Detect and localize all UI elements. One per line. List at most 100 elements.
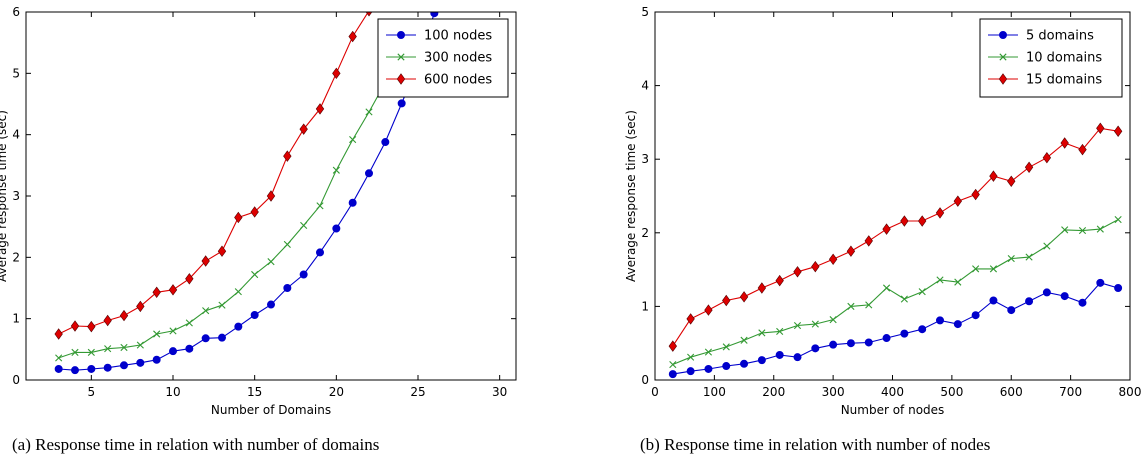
data-point	[136, 341, 144, 349]
data-point	[847, 302, 855, 310]
data-point	[217, 333, 226, 342]
y-tick-label: 4	[12, 128, 20, 142]
data-point	[953, 195, 962, 207]
data-point	[811, 320, 819, 328]
data-point	[87, 348, 95, 356]
data-point	[201, 334, 210, 343]
data-point	[299, 270, 308, 279]
data-point	[1025, 253, 1033, 261]
data-point	[1061, 226, 1069, 234]
data-point	[365, 12, 373, 17]
x-tick-label: 15	[247, 385, 262, 399]
data-point	[757, 356, 766, 365]
data-point	[234, 322, 243, 331]
data-point	[1007, 306, 1016, 315]
x-tick-label: 25	[410, 385, 425, 399]
data-point	[54, 364, 63, 373]
data-point	[332, 224, 341, 233]
data-point	[349, 135, 357, 144]
data-point	[168, 347, 177, 356]
y-tick-label: 1	[12, 312, 20, 326]
data-point	[201, 255, 210, 267]
data-point	[1096, 278, 1105, 287]
data-point	[971, 188, 980, 201]
x-tick-label: 800	[1119, 385, 1142, 399]
series-line	[672, 282, 1119, 375]
legend-marker	[998, 73, 1008, 85]
legend-item-1: 5 domains	[988, 29, 1094, 44]
data-point	[936, 276, 944, 284]
data-point	[185, 319, 193, 327]
data-point	[348, 30, 357, 43]
x-tick-label: 700	[1059, 385, 1082, 399]
data-point	[136, 358, 145, 367]
data-point	[722, 362, 731, 371]
data-point	[1096, 122, 1105, 134]
data-point	[775, 274, 784, 287]
x-tick-label: 20	[329, 385, 344, 399]
data-point	[829, 340, 838, 349]
data-point	[811, 344, 820, 353]
data-point	[234, 211, 243, 224]
x-axis-label: Number of nodes	[841, 403, 945, 417]
data-point	[266, 300, 275, 309]
data-point	[686, 313, 695, 325]
data-point	[55, 354, 63, 362]
data-point	[87, 364, 96, 373]
series-3	[668, 122, 1123, 352]
data-point	[775, 350, 784, 359]
series-3	[54, 12, 373, 340]
data-point	[136, 300, 145, 313]
data-point	[686, 367, 695, 376]
data-point	[900, 215, 909, 227]
data-point	[104, 345, 112, 353]
legend-item-2: 10 domains	[988, 51, 1102, 66]
data-point	[152, 355, 161, 364]
data-point	[882, 284, 891, 292]
data-point	[185, 273, 194, 285]
legend: 100 nodes 300 nodes 600 nodes	[377, 18, 509, 98]
series-1	[54, 12, 439, 375]
data-point	[722, 343, 730, 351]
data-point	[283, 150, 292, 162]
data-point	[71, 366, 80, 375]
legend-label: 600 nodes	[424, 73, 492, 88]
y-tick-label: 2	[641, 226, 649, 240]
data-point	[739, 291, 749, 303]
data-point	[722, 294, 731, 307]
data-point	[989, 296, 998, 305]
data-point	[1114, 215, 1122, 224]
data-point	[332, 166, 340, 174]
x-tick-label: 10	[165, 385, 180, 399]
data-point	[1024, 161, 1034, 174]
data-point	[668, 370, 677, 379]
legend-marker	[396, 73, 406, 85]
y-tick-label: 6	[12, 5, 20, 19]
series-2	[669, 215, 1122, 369]
data-point	[811, 260, 820, 273]
data-point	[202, 307, 210, 315]
x-tick-label: 500	[940, 385, 963, 399]
data-point	[882, 223, 891, 235]
data-point	[669, 360, 677, 369]
legend-label: 100 nodes	[424, 29, 492, 44]
data-point	[267, 258, 275, 266]
data-point	[348, 198, 357, 207]
data-point	[900, 329, 909, 338]
data-point	[972, 265, 980, 273]
data-point	[846, 245, 856, 257]
y-tick-label: 1	[641, 299, 649, 313]
data-point	[740, 336, 748, 344]
data-point	[704, 348, 713, 356]
data-point	[918, 288, 926, 296]
x-tick-label: 0	[651, 385, 659, 399]
data-point	[971, 311, 980, 320]
data-point	[865, 301, 873, 309]
x-tick-label: 5	[88, 385, 96, 399]
legend-marker	[397, 53, 405, 61]
data-point	[757, 282, 767, 294]
x-tick-label: 30	[492, 385, 507, 399]
y-tick-label: 3	[641, 152, 649, 166]
data-point	[829, 316, 837, 324]
data-point	[776, 327, 784, 336]
